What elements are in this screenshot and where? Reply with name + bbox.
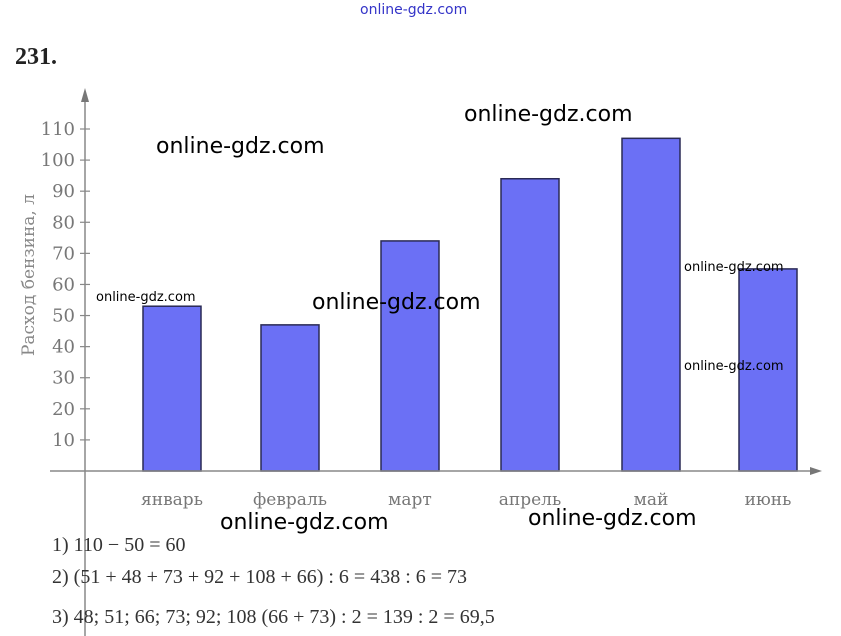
watermark: online-gdz.com — [464, 102, 633, 127]
watermark: online-gdz.com — [96, 290, 196, 305]
y-axis-label: Расход бензина, л — [19, 194, 39, 356]
category-label: июнь — [745, 490, 792, 510]
x-axis-arrow-icon — [810, 467, 822, 475]
category-label: май — [634, 490, 669, 510]
y-tick-label: 60 — [52, 274, 75, 295]
solution-step-2: 2) (51 + 48 + 73 + 92 + 108 + 66) : 6 = … — [52, 566, 468, 588]
bar-апрель — [500, 177, 560, 472]
y-tick-label: 20 — [52, 399, 75, 420]
y-axis-arrow-icon — [81, 88, 89, 102]
y-tick-label: 100 — [41, 150, 75, 171]
bar-май — [621, 137, 681, 472]
bar-январь — [142, 305, 202, 472]
watermark: online-gdz.com — [684, 359, 784, 374]
solution-step-1: 1) 110 − 50 = 60 — [52, 534, 186, 556]
bar-март — [380, 240, 440, 472]
watermark: online-gdz.com — [684, 260, 784, 275]
y-tick-label: 90 — [52, 181, 75, 202]
watermark: online-gdz.com — [220, 510, 389, 535]
watermark: online-gdz.com — [312, 290, 481, 315]
site-watermark: online-gdz.com — [360, 2, 468, 18]
y-tick-label: 50 — [52, 306, 75, 327]
y-tick-label: 10 — [52, 430, 75, 451]
watermark: online-gdz.com — [156, 134, 325, 159]
category-label: апрель — [499, 490, 561, 510]
category-label: февраль — [253, 490, 327, 510]
watermark: online-gdz.com — [528, 506, 697, 531]
y-tick-label: 70 — [52, 243, 75, 264]
problem-number: 231. — [15, 44, 57, 70]
y-tick-label: 40 — [52, 337, 75, 358]
bar-февраль — [260, 324, 320, 472]
category-label: январь — [141, 490, 203, 510]
y-tick-label: 30 — [52, 368, 75, 389]
category-label: март — [388, 490, 432, 510]
y-tick-label: 80 — [52, 212, 75, 233]
y-tick-label: 110 — [41, 119, 75, 140]
solution-step-3: 3) 48; 51; 66; 73; 92; 108 (66 + 73) : 2… — [52, 606, 495, 628]
